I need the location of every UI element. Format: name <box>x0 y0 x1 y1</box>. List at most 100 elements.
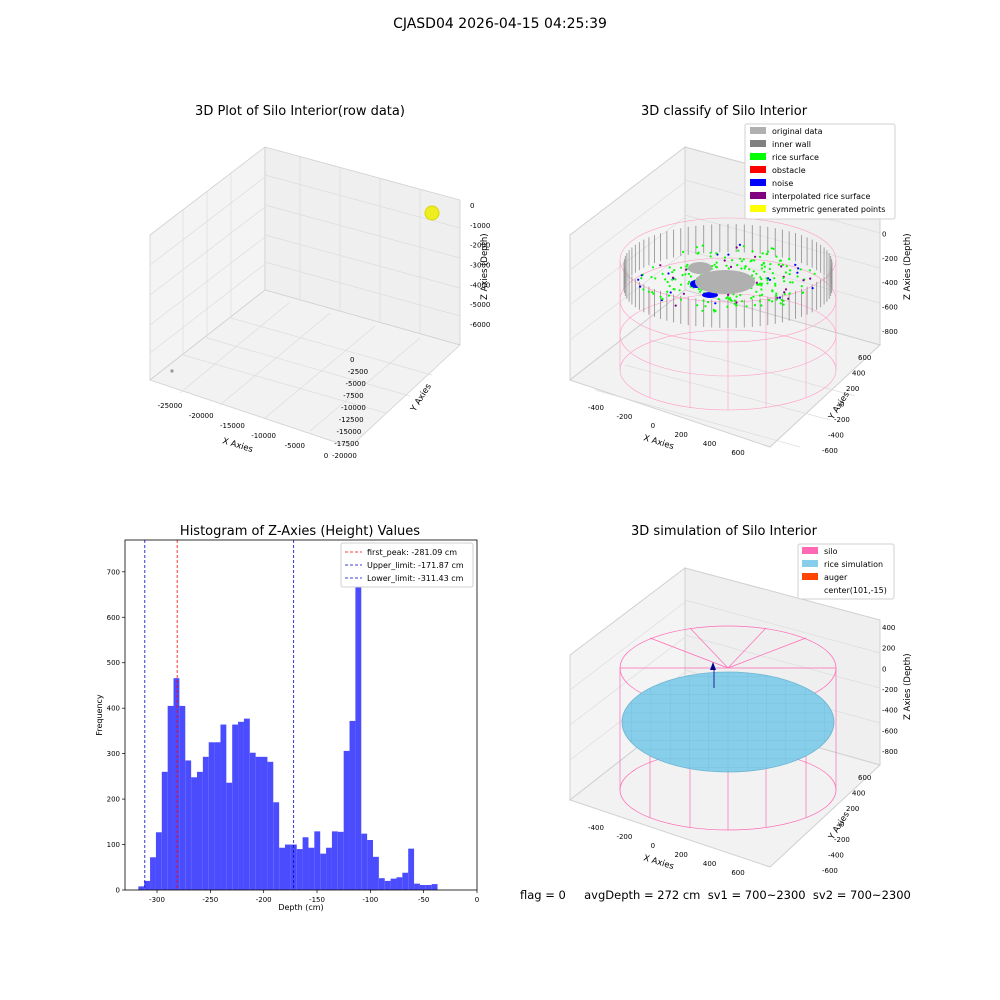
surface-point <box>740 267 743 270</box>
surface-point <box>751 250 754 253</box>
surface-point <box>733 299 736 302</box>
surface-point <box>783 293 786 296</box>
histogram-xtick: 0 <box>475 896 479 904</box>
surface-point <box>750 297 753 300</box>
surface-point <box>668 284 671 288</box>
legend-label: original data <box>772 127 823 136</box>
surface-point <box>762 262 765 265</box>
surface-point <box>811 287 814 290</box>
histogram-bar <box>355 557 362 890</box>
panel4-ztick: -800 <box>882 748 898 756</box>
surface-point <box>707 301 710 304</box>
histogram-bar <box>267 761 274 890</box>
surface-point <box>767 277 770 280</box>
panel2-ytick: -200 <box>834 416 850 424</box>
surface-point <box>802 279 805 282</box>
legend-swatch <box>750 140 766 147</box>
panel4-zlabel: Z Axies (Depth) <box>903 653 913 720</box>
histogram-ytick: 300 <box>107 750 120 758</box>
surface-point <box>788 292 791 295</box>
panel2-ytick: 400 <box>852 370 865 378</box>
surface-point <box>799 268 802 271</box>
panel4-ytick: 200 <box>846 805 859 813</box>
surface-point <box>780 298 783 302</box>
legend-swatch <box>802 547 818 554</box>
histogram-bar <box>390 878 397 890</box>
surface-point <box>760 288 763 291</box>
surface-point <box>726 305 729 308</box>
surface-point <box>773 277 776 280</box>
histogram-bar <box>279 847 285 890</box>
histogram-bar <box>337 831 344 890</box>
panel1-xtick: -10000 <box>251 432 276 440</box>
surface-point <box>796 275 799 278</box>
histogram-bar <box>191 777 197 890</box>
surface-point <box>755 281 758 284</box>
histogram-legend-label: Upper_limit: -171.87 cm <box>367 561 464 570</box>
surface-point <box>738 243 741 246</box>
histogram-bar <box>167 705 174 890</box>
surface-point <box>729 265 733 268</box>
surface-point <box>661 297 664 300</box>
legend-label: noise <box>772 179 793 188</box>
legend-swatch <box>750 127 766 134</box>
surface-point <box>698 290 702 293</box>
surface-point <box>681 274 684 277</box>
surface-point <box>731 259 734 262</box>
legend-label: symmetric generated points <box>772 205 885 214</box>
histogram-bar <box>302 837 309 890</box>
panel1-ytick: -2500 <box>348 368 368 376</box>
surface-point <box>765 277 768 280</box>
surface-point <box>671 278 674 281</box>
surface-point <box>685 265 688 268</box>
histogram-bar <box>367 840 373 890</box>
panel1-ztick: -3000 <box>470 262 490 270</box>
surface-point <box>772 247 775 250</box>
surface-point <box>702 299 705 302</box>
surface-point <box>673 288 676 291</box>
surface-point <box>651 266 655 269</box>
surface-point <box>766 250 770 253</box>
panel2-ztick: 0 <box>882 230 886 238</box>
panel1-ztick: 0 <box>470 202 474 210</box>
histogram-legend-label: Lower_limit: -311.43 cm <box>367 574 464 583</box>
panel2-ytick: -400 <box>828 432 844 440</box>
surface-point <box>748 268 751 271</box>
surface-point <box>756 283 759 286</box>
surface-point <box>679 266 683 269</box>
panel3-title: Histogram of Z-Axies (Height) Values <box>179 524 421 539</box>
panel2-ytick: -600 <box>822 447 838 455</box>
histogram-bar <box>185 760 192 890</box>
panel4-xtick: 600 <box>731 869 744 877</box>
histogram-ytick: 100 <box>107 841 120 849</box>
figure-suptitle: CJASD04 2026-04-15 04:25:39 <box>393 16 607 32</box>
histogram-bar <box>296 849 303 890</box>
surface-point <box>688 280 691 283</box>
surface-point <box>769 263 772 266</box>
surface-point <box>715 261 718 264</box>
legend-label: auger <box>824 573 848 582</box>
surface-point <box>758 255 762 258</box>
surface-point <box>777 263 780 266</box>
surface-point <box>788 273 791 276</box>
surface-point <box>745 305 748 308</box>
histogram-bar <box>138 886 145 890</box>
surface-point <box>727 293 730 296</box>
histogram-bar <box>179 705 186 890</box>
surface-point <box>661 272 664 275</box>
panel4-ztick: 400 <box>882 624 895 632</box>
surface-point <box>774 284 777 287</box>
panel4-xlabel: X Axies <box>642 853 675 872</box>
surface-point <box>736 264 739 267</box>
surface-point <box>739 257 742 260</box>
surface-point <box>667 272 670 275</box>
histogram-bar <box>255 756 262 890</box>
panel2-xtick: 0 <box>651 422 655 430</box>
surface-point <box>785 265 788 268</box>
surface-point <box>760 267 763 270</box>
surface-point <box>766 279 769 282</box>
histogram-bar <box>226 782 233 890</box>
panel2-ztick: -400 <box>882 279 898 287</box>
panel4-ytick: 600 <box>858 774 871 782</box>
histogram-legend-label: first_peak: -281.09 cm <box>367 548 457 557</box>
